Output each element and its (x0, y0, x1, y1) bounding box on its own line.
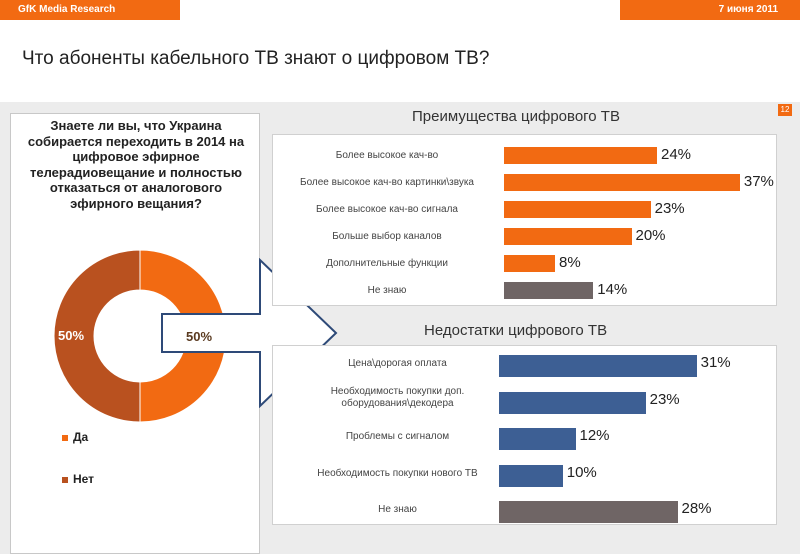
advantages-bar (504, 147, 657, 164)
legend-item-yes: Да (62, 430, 88, 444)
disadvantages-bar (499, 428, 576, 450)
advantages-value-label: 20% (635, 227, 666, 244)
disadvantages-category-label: Проблемы с сигналом (345, 431, 450, 442)
advantages-category-label: Более высокое кач-во картинки\звука (300, 177, 474, 188)
disadvantages-value-label: 10% (566, 463, 597, 481)
advantages-bar (504, 282, 594, 299)
advantages-value-label: 37% (743, 173, 774, 190)
advantages-value-label: 8% (559, 254, 581, 271)
legend-label-yes: Да (73, 430, 89, 444)
advantages-value-label: 23% (654, 200, 685, 217)
disadvantages-bar (499, 501, 678, 523)
disadvantages-category-label: Необходимость покупки доп. оборудования\… (330, 385, 465, 409)
advantages-category-label: Дополнительные функции (326, 258, 448, 269)
page-title: Что абоненты кабельного ТВ знают о цифро… (22, 48, 490, 69)
advantages-bar (504, 201, 651, 218)
pie-label-no: 50% (58, 328, 84, 343)
question-text: Знаете ли вы, что Украина собирается пер… (27, 118, 245, 211)
disadvantages-category-label: Не знаю (378, 504, 417, 515)
advantages-category-label: Не знаю (367, 285, 407, 296)
advantages-category-label: Более высокое кач-во (335, 150, 439, 161)
disadvantages-bar (499, 355, 697, 377)
disadvantages-category-label: Необходимость покупки нового ТВ (317, 467, 478, 479)
advantages-value-label: 24% (661, 146, 692, 163)
disadvantages-value-label: 23% (649, 390, 680, 408)
advantages-bar (504, 228, 632, 245)
disadvantages-title: Недостатки цифрового ТВ (424, 322, 608, 339)
legend-label-no: Нет (73, 472, 95, 486)
donut-slice-no (53, 250, 141, 423)
advantages-bar (504, 174, 740, 191)
advantages-category-label: Больше выбор каналов (332, 231, 442, 242)
page-number: 12 (778, 104, 792, 116)
legend-swatch-no (62, 476, 68, 483)
disadvantages-bar (499, 391, 646, 414)
legend-swatch-yes (62, 434, 68, 441)
disadvantages-value-label: 12% (579, 427, 610, 444)
disadvantages-category-label: Цена\дорогая оплата (348, 358, 447, 369)
advantages-value-label: 14% (597, 281, 628, 298)
disadvantages-value-label: 31% (700, 354, 731, 371)
pie-label-yes: 50% (186, 329, 212, 344)
pie-label-yes-svg: 50% (186, 329, 212, 344)
advantages-title: Преимущества цифрового ТВ (412, 108, 620, 125)
advantages-category-label: Более высокое кач-во сигнала (316, 204, 458, 215)
disadvantages-value-label: 28% (681, 500, 712, 517)
date-label: 7 июня 2011 (620, 0, 800, 20)
legend-item-no: Нет (62, 472, 94, 486)
top-bar: GfK Media Research 7 июня 2011 (0, 0, 800, 20)
brand-label: GfK Media Research (0, 0, 180, 20)
disadvantages-bar (499, 464, 563, 487)
donut-chart: 50% (53, 250, 227, 423)
advantages-bar (504, 255, 555, 272)
